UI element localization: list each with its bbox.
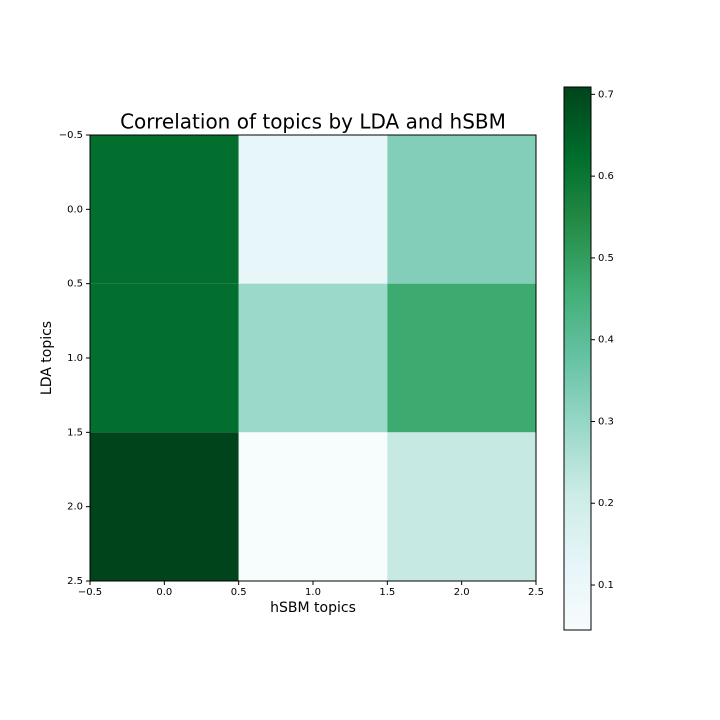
colorbar-tick-label: 0.4	[598, 335, 614, 346]
colorbar-tick-label: 0.6	[598, 171, 614, 182]
y-tick-label: 1.0	[67, 353, 83, 364]
colorbar-tick-label: 0.7	[598, 89, 614, 100]
y-tick-label: 0.0	[67, 204, 83, 215]
y-axis-label: LDA topics	[39, 321, 55, 395]
x-tick-label: 1.0	[305, 587, 321, 598]
colorbar	[563, 86, 592, 631]
colorbar-tick-label: 0.3	[598, 416, 614, 427]
x-tick-label: 2.5	[528, 587, 544, 598]
y-tick-label: 1.5	[67, 427, 83, 438]
heatmap-cell	[90, 283, 239, 433]
heatmap-cell	[238, 432, 388, 581]
x-tick-label: 1.5	[379, 587, 395, 598]
colorbar-tick-label: 0.1	[598, 580, 614, 591]
chart-title: Correlation of topics by LDA and hSBM	[120, 110, 506, 134]
y-tick-label: −0.5	[59, 130, 83, 141]
x-axis-label: hSBM topics	[270, 600, 356, 616]
x-tick-label: 2.0	[454, 587, 470, 598]
heatmap-cell	[387, 432, 536, 581]
colorbar-tick-label: 0.2	[598, 498, 614, 509]
x-tick-label: 0.0	[156, 587, 172, 598]
heatmap-cell	[90, 432, 239, 581]
heatmap-cell	[238, 135, 388, 284]
heatmap-cell	[90, 135, 239, 284]
colorbar-tick-label: 0.5	[598, 253, 614, 264]
heatmap-cell	[387, 135, 536, 284]
heatmap-cell	[238, 283, 388, 433]
y-tick-label: 2.0	[67, 502, 83, 513]
y-tick-label: 0.5	[67, 279, 83, 290]
heatmap-cell	[387, 283, 536, 433]
x-tick-label: −0.5	[78, 587, 102, 598]
y-tick-label: 2.5	[67, 576, 83, 587]
x-tick-label: 0.5	[231, 587, 247, 598]
